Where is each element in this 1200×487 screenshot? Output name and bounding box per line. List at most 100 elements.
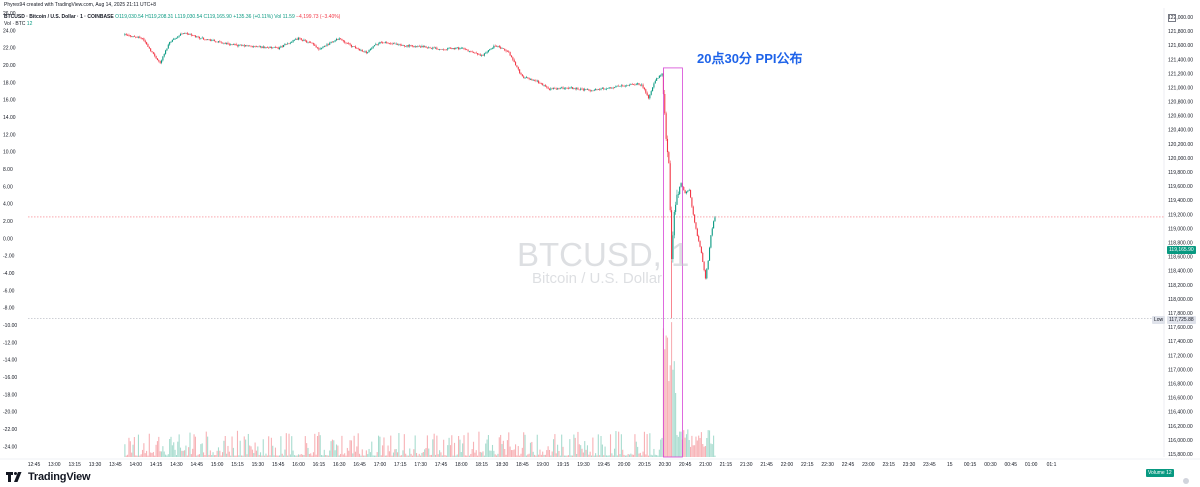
price-tick-label: 118,400.00 — [1168, 269, 1193, 275]
price-tick-label: 119,200.00 — [1168, 212, 1193, 218]
volume-bar — [443, 439, 445, 457]
candle-body — [249, 45, 251, 47]
time-tick-label: 16:15 — [313, 462, 326, 468]
candle-body — [592, 90, 594, 92]
time-tick-label: 16:30 — [333, 462, 346, 468]
candle-body — [468, 51, 470, 52]
volume-bar — [577, 431, 579, 457]
volume-bar — [489, 450, 491, 457]
volume-bar — [656, 455, 658, 457]
candle-body — [291, 41, 293, 43]
candle-body — [310, 42, 312, 43]
volume-bar — [548, 449, 551, 457]
candle-body — [264, 46, 266, 48]
volume-bar — [695, 436, 697, 457]
candle-body — [329, 43, 331, 45]
candle-body — [593, 89, 595, 91]
candle-body — [687, 190, 689, 192]
symbol-legend[interactable]: BTCUSD · Bitcoin / U.S. Dollar · 1 · COI… — [4, 14, 340, 20]
volume-bar — [211, 455, 213, 457]
settings-icon[interactable] — [1168, 14, 1176, 22]
volume-bar — [207, 436, 209, 457]
time-axis: 12:45 13:00 13:15 13:30 13:45 14:00 14:15 14:30… — [0, 458, 1200, 468]
volume-bars — [124, 322, 716, 457]
candle-body — [531, 79, 533, 81]
volume-bar — [620, 434, 622, 457]
candle-body — [641, 84, 643, 86]
candle-body — [623, 85, 625, 87]
volume-bar — [128, 437, 130, 457]
candle-body — [418, 46, 420, 47]
left-tick-label: 18.00 — [3, 80, 16, 86]
volume-series-name[interactable]: Vol · BTC — [4, 21, 26, 27]
candle-body — [437, 49, 439, 50]
time-tick-label: 18:00 — [455, 462, 468, 468]
time-tick-label: 13:15 — [68, 462, 81, 468]
volume-bar — [531, 441, 533, 457]
price-tick-label: 116,200.00 — [1168, 424, 1193, 430]
volume-bar — [459, 439, 461, 457]
volume-bar — [323, 449, 325, 457]
candle-body — [178, 35, 180, 37]
volume-bar — [268, 436, 270, 457]
volume-bar — [189, 432, 191, 457]
volume-bar — [131, 452, 133, 457]
volume-bar — [540, 454, 542, 457]
volume-bar — [413, 449, 415, 457]
left-tick-label: 10.00 — [3, 150, 16, 156]
candle-body — [574, 88, 576, 89]
candle-body — [646, 92, 648, 96]
volume-bar — [590, 455, 593, 457]
candle-body — [627, 85, 629, 86]
candle-body — [425, 46, 427, 48]
volume-bar — [184, 450, 186, 457]
volume-bar — [337, 445, 339, 457]
volume-bar — [614, 448, 616, 457]
volume-bar — [269, 455, 271, 457]
candle-body — [704, 270, 707, 279]
time-tick-label: 23:00 — [862, 462, 875, 468]
volume-bar — [327, 455, 329, 457]
candle-body — [513, 59, 515, 63]
price-change: +135.36 (+0.11%) — [233, 14, 273, 20]
volume-bar — [439, 450, 441, 457]
left-tick-label: 0.00 — [3, 236, 13, 242]
volume-bar — [524, 434, 526, 457]
volume-bar — [344, 453, 346, 457]
candle-body — [573, 88, 575, 89]
candle-body — [386, 41, 388, 43]
settings-gear-icon[interactable] — [1183, 478, 1189, 484]
volume-bar — [308, 453, 310, 457]
volume-bar — [622, 449, 624, 457]
left-tick-label: 26.00 — [3, 11, 16, 17]
time-tick-label: 15 — [947, 462, 953, 468]
candle-body — [125, 34, 127, 35]
candle-body — [277, 47, 279, 49]
volume-legend[interactable]: Vol · BTC 12 — [4, 21, 32, 27]
candle-body — [360, 49, 362, 51]
price-tick-label: 117,200.00 — [1168, 353, 1193, 359]
candle-body — [243, 45, 245, 47]
candle-body — [671, 210, 673, 260]
time-tick-label: 12:45 — [28, 462, 41, 468]
candle-body — [388, 43, 390, 44]
volume-bar — [501, 444, 503, 457]
ppi-annotation-text[interactable]: 20点30分 PPI公布 — [697, 51, 803, 66]
candle-body — [396, 43, 399, 45]
candle-body — [557, 88, 559, 90]
candle-body — [684, 190, 686, 194]
candle-body — [493, 45, 495, 49]
candle-body — [158, 60, 160, 62]
volume-bar — [398, 433, 400, 457]
volume-label: Vol 11.59 — [274, 14, 295, 20]
volume-bar — [167, 454, 169, 457]
volume-bar — [452, 455, 454, 457]
volume-bar — [642, 451, 644, 457]
candle-body — [544, 85, 546, 87]
left-tick-label: -2.00 — [3, 254, 15, 260]
candle-body — [479, 54, 481, 56]
volume-bar — [562, 446, 564, 457]
candle-body — [666, 138, 669, 153]
symbol-name[interactable]: BTCUSD · Bitcoin / U.S. Dollar · 1 · COI… — [4, 14, 114, 20]
